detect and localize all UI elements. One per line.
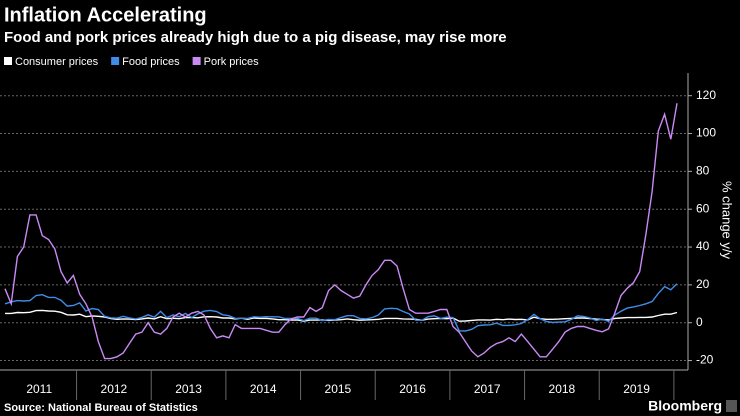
source: Source: National Bureau of Statistics — [4, 402, 198, 414]
legend-swatch — [192, 57, 201, 65]
legend-swatch — [4, 57, 12, 65]
x-tick-label: 2017 — [474, 382, 501, 396]
chart-subtitle: Food and pork prices already high due to… — [4, 29, 507, 46]
y-tick-label: 40 — [696, 239, 710, 253]
legend-label: Pork prices — [204, 56, 260, 68]
legend-swatch — [111, 57, 120, 65]
series-line — [5, 309, 678, 322]
y-tick-label: -20 — [696, 353, 714, 367]
y-tick-label: 0 — [696, 315, 703, 329]
x-tick-label: 2015 — [325, 382, 352, 396]
brand: Bloomberg — [648, 398, 722, 414]
y-axis-label: % change y/y — [720, 181, 735, 260]
x-tick-label: 2012 — [101, 382, 128, 396]
y-tick-label: 20 — [696, 277, 710, 291]
brand-icon — [726, 400, 737, 412]
legend-label: Consumer prices — [15, 56, 99, 68]
y-tick-label: 120 — [696, 88, 716, 102]
x-tick-label: 2018 — [549, 382, 576, 396]
series-line — [4, 103, 678, 360]
y-tick-label: 80 — [696, 164, 710, 178]
x-tick-label: 2016 — [399, 382, 426, 396]
x-tick-label: 2014 — [250, 382, 277, 396]
y-tick-label: 60 — [696, 201, 710, 215]
series-line — [4, 283, 678, 332]
y-tick-label: 100 — [696, 126, 716, 140]
chart-title: Inflation Accelerating — [4, 4, 207, 26]
x-tick-label: 2013 — [175, 382, 202, 396]
x-tick-label: 2011 — [26, 382, 52, 396]
x-tick-label: 2019 — [623, 382, 650, 396]
legend-label: Food prices — [122, 56, 180, 68]
